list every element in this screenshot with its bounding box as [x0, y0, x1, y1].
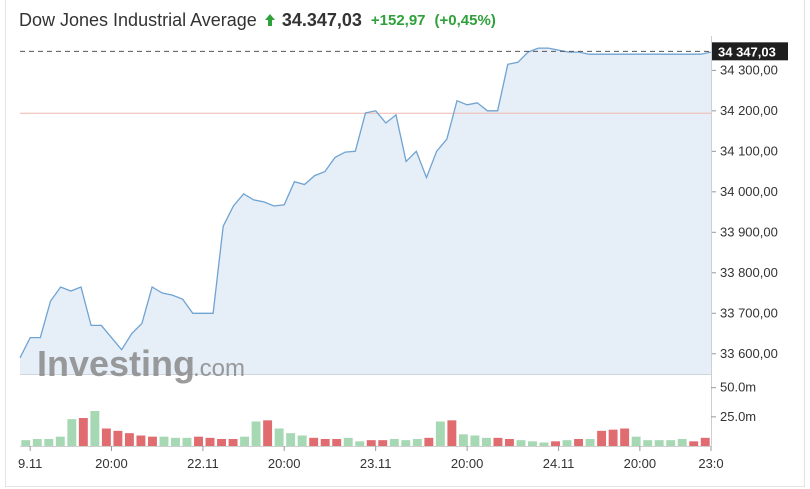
price-tick-label: 34 300,00: [720, 62, 778, 77]
time-tick-label: 20:00: [268, 456, 301, 471]
volume-bar: [493, 437, 503, 446]
volume-bar: [171, 437, 180, 446]
price-area: [20, 48, 711, 374]
price-tick-label: 33 600,00: [720, 346, 778, 361]
volume-bar: [505, 439, 514, 446]
volume-bar: [412, 439, 422, 446]
last-price-badge: [712, 42, 788, 61]
volume-bar: [159, 436, 169, 446]
volume-bar: [516, 440, 526, 446]
volume-bar: [654, 440, 664, 446]
instrument-title: Dow Jones Industrial Average: [19, 9, 257, 30]
volume-bar: [101, 428, 111, 446]
price-tick-label: 33 700,00: [720, 305, 778, 320]
time-tick-label: 24.11: [543, 456, 575, 471]
price-tick-label: 34 100,00: [720, 143, 778, 158]
last-price-label: 34 347,03: [718, 44, 776, 59]
volume-bar: [21, 440, 31, 446]
volume-bar: [286, 433, 296, 446]
volume-bar: [240, 436, 250, 446]
price-tick-label: 33 900,00: [720, 224, 778, 239]
volume-bar: [574, 439, 584, 446]
time-tick-label: 20:00: [624, 456, 657, 471]
investing-watermark: Investing: [37, 343, 195, 384]
volume-bar: [528, 441, 537, 446]
price-change: +152,97: [370, 11, 426, 29]
price-line: [19, 47, 712, 359]
chart-frame: [5, 0, 805, 487]
volume-bar: [297, 435, 307, 446]
volume-bar: [551, 441, 560, 446]
quote-header: Dow Jones Industrial Average 34.347,03 +…: [19, 8, 496, 32]
volume-bar: [689, 441, 699, 446]
volume-bar: [470, 435, 480, 446]
volume-bar: [424, 437, 434, 446]
volume-bar: [228, 439, 238, 446]
volume-bar: [643, 440, 653, 446]
volume-bar: [597, 430, 607, 446]
volume-bar: [343, 437, 353, 446]
volume-tick-label: 50.0m: [720, 380, 756, 395]
volume-bar: [355, 441, 365, 446]
last-price: 34.347,03: [281, 9, 362, 30]
volume-bar: [113, 430, 123, 446]
price-change-percent: (+0,45%): [434, 11, 496, 29]
volume-bar: [55, 436, 65, 446]
volume-bar: [44, 439, 54, 446]
volume-bar: [458, 434, 468, 446]
volume-bar: [217, 439, 226, 446]
time-tick-label: 22.11: [187, 456, 219, 471]
volume-bar: [620, 428, 630, 446]
volume-bar: [700, 437, 710, 446]
volume-bar: [263, 420, 273, 446]
volume-bar: [366, 440, 376, 446]
volume-bar: [251, 421, 261, 446]
volume-bar: [539, 442, 549, 446]
volume-bar: [67, 419, 77, 446]
time-tick-label: 9.11: [18, 456, 42, 471]
price-tick-label: 33 800,00: [720, 265, 778, 280]
volume-bar: [562, 440, 572, 446]
volume-bar: [124, 433, 134, 446]
volume-bar: [378, 440, 388, 446]
time-tick-label: 23:0: [698, 456, 723, 471]
volume-bar: [435, 421, 445, 446]
volume-bar: [78, 418, 88, 446]
price-tick-label: 34 200,00: [720, 103, 778, 118]
volume-bar: [32, 439, 42, 446]
time-tick-label: 23.11: [360, 456, 392, 471]
volume-bar: [147, 436, 157, 446]
volume-bar: [136, 435, 146, 446]
volume-bar: [274, 428, 284, 446]
investing-watermark-suffix: .com: [193, 355, 245, 382]
time-tick-label: 20:00: [95, 456, 128, 471]
volume-bar: [332, 439, 342, 446]
volume-bar: [481, 437, 491, 446]
volume-bar: [320, 439, 330, 446]
volume-bar: [309, 437, 319, 446]
time-tick-label: 20:00: [451, 456, 484, 471]
up-arrow-icon: [264, 13, 276, 27]
volume-bar: [585, 439, 595, 446]
volume-bar: [608, 429, 618, 446]
volume-bar: [194, 436, 203, 446]
price-tick-label: 34 000,00: [720, 184, 778, 199]
volume-bar: [631, 436, 641, 446]
volume-bar: [389, 439, 399, 446]
volume-bar: [447, 420, 457, 446]
volume-bar: [90, 411, 100, 446]
volume-bar: [666, 440, 676, 446]
volume-bar: [182, 437, 192, 446]
volume-bar: [401, 440, 411, 446]
volume-bar: [677, 439, 687, 446]
volume-bar: [205, 437, 215, 446]
volume-tick-label: 25.0m: [720, 409, 756, 424]
